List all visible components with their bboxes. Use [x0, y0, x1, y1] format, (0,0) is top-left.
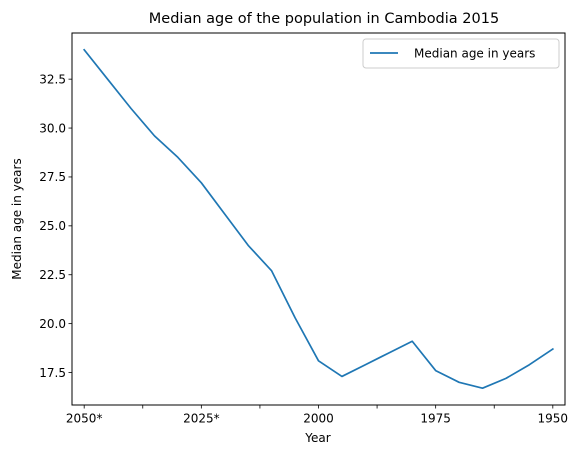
y-axis-ticks: 17.5 20.0 22.5 25.0 27.5 30.0 32.5 [39, 72, 72, 380]
x-tick-label: 2050* [66, 412, 103, 426]
y-tick-label: 17.5 [39, 366, 66, 380]
x-tick-label: 1975 [420, 412, 451, 426]
series-line-median-age [82, 48, 554, 390]
y-tick-label: 22.5 [39, 268, 66, 282]
legend-box [362, 38, 560, 69]
plot-frame [71, 32, 566, 406]
x-tick-label: 2000 [303, 412, 334, 426]
x-tick-label: 2025* [183, 412, 220, 426]
chart-title: Median age of the population in Cambodia… [149, 11, 499, 27]
y-tick-label: 25.0 [39, 219, 66, 233]
x-tick-label: 1950 [538, 412, 569, 426]
y-tick-label: 20.0 [39, 317, 66, 331]
y-axis-label: Median age in years [10, 158, 24, 279]
plot-area [71, 32, 566, 406]
y-tick-label: 30.0 [39, 121, 66, 135]
x-axis-label: Year [304, 431, 330, 445]
legend-entry-median-age: Median age in years [414, 47, 535, 61]
y-tick-label: 32.5 [39, 72, 66, 86]
y-tick-label: 27.5 [39, 170, 66, 184]
x-axis-ticks: 2050* 2025* 2000 1975 1950 [66, 405, 568, 426]
legend: Median age in years [362, 38, 560, 69]
series-layer [82, 48, 554, 390]
